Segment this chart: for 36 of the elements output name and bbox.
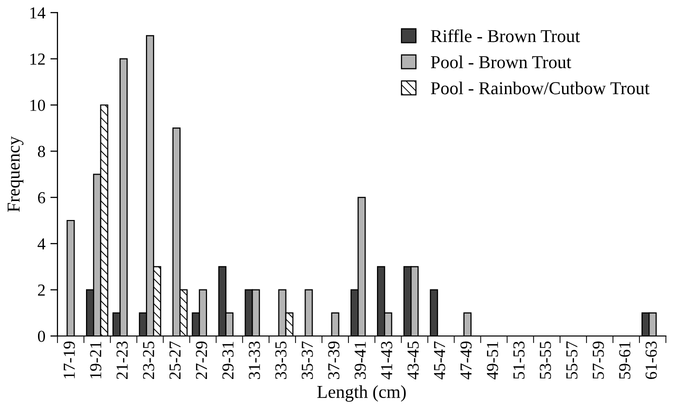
- y-tick-label: 8: [38, 146, 46, 158]
- y-tick-label: 12: [30, 54, 45, 65]
- x-tick-label: 35-37: [302, 341, 313, 379]
- x-tick-label: 39-41: [354, 342, 366, 379]
- x-tick-label: 51-53: [513, 342, 525, 379]
- x-axis-title: Length (cm): [317, 385, 406, 402]
- y-tick-label: 0: [38, 330, 46, 342]
- x-tick-label: 31-33: [248, 342, 260, 379]
- x-tick-label: 45-47: [434, 341, 446, 380]
- x-tick-label: 55-57: [566, 341, 578, 379]
- legend-label: Pool - Brown Trout: [430, 56, 572, 68]
- x-tick-label: 27-29: [196, 342, 208, 380]
- y-axis-title: Frequency: [8, 136, 24, 212]
- y-tick-label: 2: [38, 284, 45, 296]
- legend-label: Riffle - Brown Trout: [430, 29, 580, 42]
- y-tick-label: 4: [38, 238, 46, 250]
- x-tick-label: 61-63: [646, 342, 657, 380]
- x-tick-label: 33-35: [275, 342, 286, 379]
- x-tick-label: 53-55: [540, 342, 551, 379]
- x-tick-label: 59-61: [619, 342, 630, 379]
- x-tick-label: 25-27: [169, 341, 181, 380]
- y-tick-label: 10: [30, 100, 46, 111]
- x-tick-label: 43-45: [408, 342, 419, 380]
- y-tick-label: 14: [30, 7, 46, 18]
- x-tick-label: 37-39: [328, 342, 340, 379]
- x-tick-label: 47-49: [460, 342, 472, 380]
- x-tick-label: 19-21: [90, 342, 102, 378]
- x-tick-label: 29-31: [222, 342, 234, 380]
- x-tick-label: 17-19: [64, 342, 75, 378]
- x-tick-label: 23-25: [143, 342, 154, 380]
- x-tick-label: 57-59: [592, 342, 604, 379]
- legend-label: Pool - Rainbow/Cutbow Trout: [430, 82, 650, 94]
- y-tick-label: 6: [38, 192, 46, 204]
- x-tick-label: 49-51: [486, 342, 498, 380]
- x-tick-label: 21-23: [116, 342, 128, 380]
- x-tick-label: 41-43: [381, 342, 392, 380]
